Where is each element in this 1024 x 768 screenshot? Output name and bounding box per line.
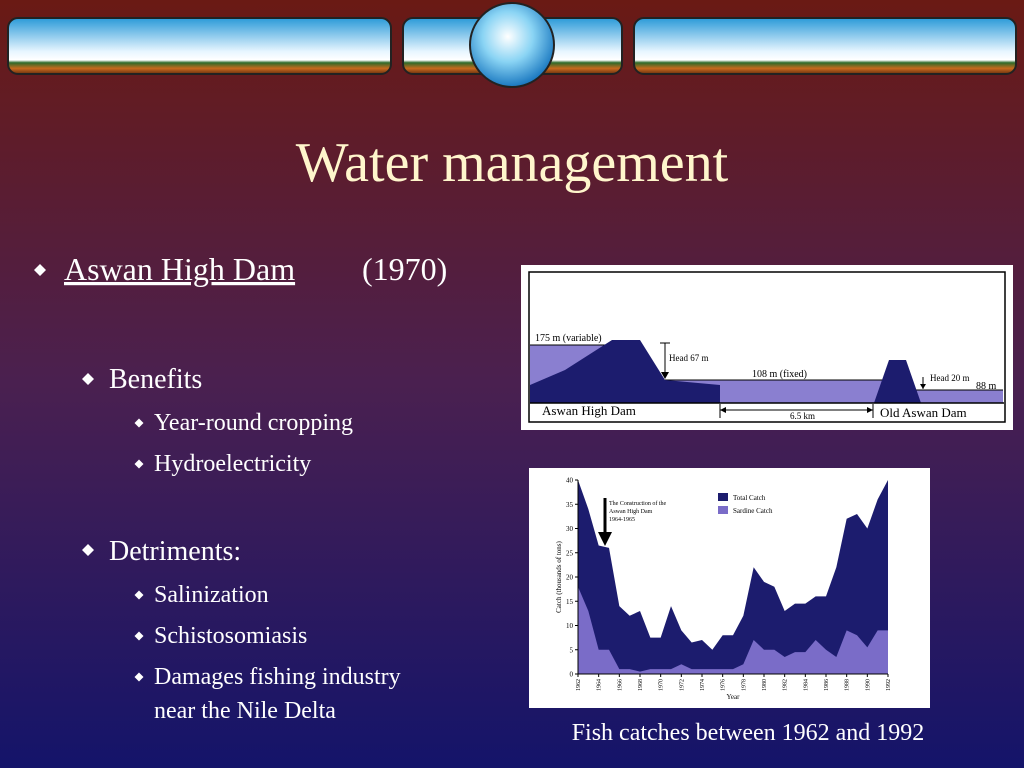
caption: Fish catches between 1962 and 1992 [572,720,925,746]
area [578,586,888,674]
legend-label: Total Catch [733,494,766,502]
y-tick-label: 40 [566,477,574,485]
x-tick-label: 1976 [721,679,727,691]
x-tick-label: 1992 [886,679,892,691]
bullet-item: Schistosomiasis [154,623,307,649]
x-axis-label: Year [727,693,741,701]
diagram-label: 88 m [976,381,997,392]
banner [7,2,1017,88]
dam-diagram: 175 m (variable) Head 67 m 108 m (fixed)… [521,265,1013,430]
annotation-arrow [598,532,612,546]
bullet-heading: Detriments: [109,536,241,567]
diagram-label: 175 m (variable) [535,333,602,344]
x-tick-label: 1974 [700,679,706,691]
legend-swatch [718,493,728,501]
bullet-heading: Benefits [109,364,202,395]
x-tick-label: 1966 [617,679,623,691]
x-tick-label: 1986 [824,679,830,691]
x-tick-label: 1980 [762,679,768,691]
bullet-item: near the Nile Delta [154,698,336,724]
legend-swatch [718,506,728,514]
x-tick-label: 1982 [783,679,789,691]
y-tick-label: 5 [570,646,574,654]
bullet-item: Damages fishing industry [154,664,401,690]
x-tick-label: 1984 [803,679,809,691]
x-tick-label: 1972 [679,679,685,691]
legend-label: Sardine Catch [733,507,773,515]
diagram-label: Head 20 m [930,373,970,383]
y-tick-label: 20 [566,574,574,582]
x-tick-label: 1970 [659,679,665,691]
y-tick-label: 30 [566,525,574,533]
fish-chart: 0 5 10 15 20 25 30 35 40 1962 1964 1966 1968 1970 1972… [555,477,892,702]
diagram-label: 6.5 km [790,411,815,421]
diagram-label: Aswan High Dam [542,403,636,418]
link[interactable]: Aswan High Dam [64,251,295,287]
slide-title: Water management [296,132,729,194]
area [578,480,888,674]
bullet-item: Hydroelectricity [154,451,311,477]
bullet-item: Year-round cropping [154,410,353,436]
diagram-label: 108 m (fixed) [752,369,807,380]
annotation: The Construction of the Aswan High Dam 196… [609,500,666,523]
y-tick-label: 10 [566,622,574,630]
x-tick-label: 1990 [865,679,871,691]
x-tick-label: 1962 [576,679,582,691]
y-tick-label: 35 [566,501,574,509]
x-tick-label: 1988 [845,679,851,691]
y-axis-label: Catch (thousands of tons) [555,540,563,612]
bullet-item: Salinization [154,582,269,608]
x-tick-label: 1978 [741,679,747,691]
bullet-text: (1970) [362,251,447,287]
x-tick-label: 1968 [638,679,644,691]
y-tick-label: 0 [570,671,574,679]
x-tick-label: 1964 [597,679,603,691]
y-tick-label: 25 [566,549,574,557]
y-tick-label: 15 [566,598,574,606]
diagram-label: Old Aswan Dam [880,405,967,420]
diagram-label: Head 67 m [669,353,709,363]
